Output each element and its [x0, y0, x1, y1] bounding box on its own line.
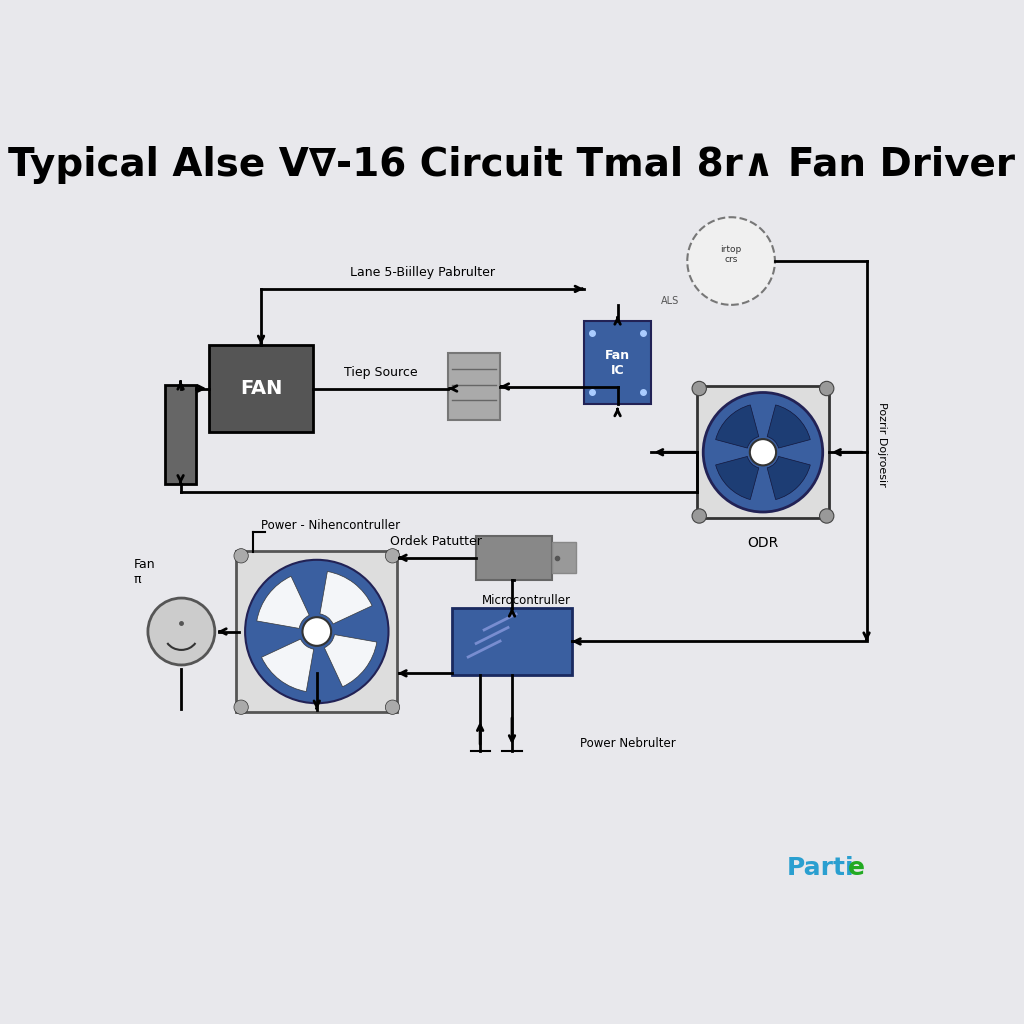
Circle shape	[147, 598, 215, 665]
Circle shape	[692, 509, 707, 523]
Wedge shape	[319, 571, 372, 624]
FancyBboxPatch shape	[552, 543, 575, 573]
FancyBboxPatch shape	[697, 386, 829, 518]
Wedge shape	[257, 577, 309, 629]
Circle shape	[819, 381, 834, 395]
Circle shape	[385, 700, 399, 715]
FancyBboxPatch shape	[209, 345, 312, 432]
Circle shape	[692, 381, 707, 395]
Wedge shape	[767, 404, 810, 449]
Text: ODR: ODR	[748, 536, 778, 550]
Text: Microcontruller: Microcontruller	[481, 594, 570, 607]
FancyBboxPatch shape	[237, 551, 397, 712]
FancyBboxPatch shape	[449, 352, 500, 421]
Text: Power Nebrulter: Power Nebrulter	[580, 736, 676, 750]
Circle shape	[385, 549, 399, 563]
FancyBboxPatch shape	[166, 385, 196, 484]
Text: Pozrir Dojroesir: Pozrir Dojroesir	[878, 401, 888, 486]
Circle shape	[687, 217, 775, 305]
Circle shape	[245, 560, 388, 703]
Text: Fan
IC: Fan IC	[605, 348, 630, 377]
Wedge shape	[261, 639, 313, 691]
Circle shape	[703, 392, 822, 512]
FancyBboxPatch shape	[476, 536, 552, 580]
Text: irtop
crs: irtop crs	[721, 245, 741, 264]
Text: Ordek Patutter: Ordek Patutter	[389, 536, 481, 548]
Wedge shape	[716, 404, 759, 449]
Circle shape	[233, 700, 248, 715]
Circle shape	[233, 549, 248, 563]
Text: Fan
π: Fan π	[133, 558, 156, 586]
Circle shape	[750, 439, 776, 465]
Text: Lane 5-Biilley Pabrulter: Lane 5-Biilley Pabrulter	[350, 266, 495, 280]
Circle shape	[819, 509, 834, 523]
Text: Parti: Parti	[786, 856, 854, 880]
Circle shape	[302, 617, 331, 646]
Text: Power - Nihencontruller: Power - Nihencontruller	[261, 519, 400, 531]
FancyBboxPatch shape	[453, 607, 571, 675]
Text: Typical Alse V∇-16 Circuit Tmal 8r∧ Fan Driver: Typical Alse V∇-16 Circuit Tmal 8r∧ Fan …	[8, 146, 1016, 184]
Wedge shape	[767, 457, 810, 500]
Wedge shape	[325, 635, 377, 687]
Text: e: e	[848, 856, 864, 880]
Wedge shape	[716, 457, 759, 500]
Text: Tiep Source: Tiep Source	[344, 366, 418, 379]
Text: FAN: FAN	[240, 379, 283, 398]
Text: ALS: ALS	[662, 296, 679, 306]
FancyBboxPatch shape	[584, 321, 651, 404]
